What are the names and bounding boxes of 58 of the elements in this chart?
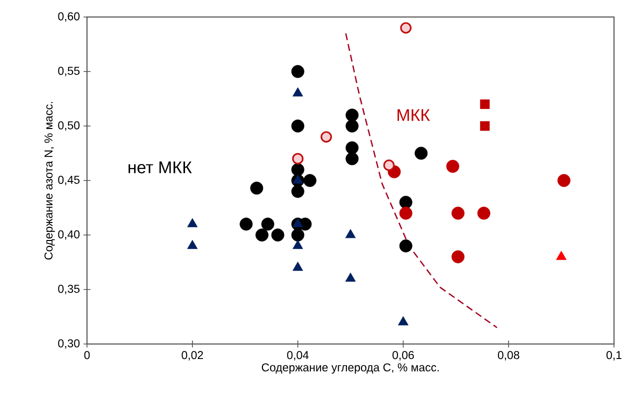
point <box>346 108 359 122</box>
point <box>452 206 464 220</box>
y-tick-label: 0,40 <box>58 230 80 240</box>
x-tick-label: 0,1 <box>606 351 622 360</box>
point <box>452 250 464 264</box>
annotation: МКК <box>398 109 430 121</box>
point <box>383 160 395 171</box>
point <box>292 174 304 184</box>
point <box>557 174 570 187</box>
point <box>446 160 460 173</box>
point <box>303 174 316 187</box>
x-tick-label: 0,06 <box>392 351 414 360</box>
point <box>291 184 304 198</box>
point <box>240 218 253 231</box>
point <box>187 240 198 249</box>
point <box>345 229 356 238</box>
point <box>346 120 359 132</box>
point <box>291 65 304 78</box>
point <box>480 99 490 109</box>
point <box>292 153 304 164</box>
y-axis-title: Содержание азота N, % масс. <box>44 102 55 260</box>
point <box>291 163 304 176</box>
annotation: нет МКК <box>128 162 192 174</box>
y-tick-label: 0,55 <box>58 66 80 76</box>
point <box>255 228 268 242</box>
y-tick-label: 0,60 <box>58 12 80 22</box>
point <box>414 146 428 160</box>
x-axis-title: Содержание углерода С, % масс. <box>262 363 439 374</box>
point <box>250 182 264 195</box>
point <box>556 250 567 260</box>
point <box>345 272 356 282</box>
x-tick-label: 0,08 <box>498 351 520 360</box>
x-tick-label: 0 <box>84 351 90 360</box>
point <box>399 239 412 252</box>
x-tick-label: 0,04 <box>287 351 309 360</box>
point <box>187 218 198 228</box>
x-tick-label: 0,02 <box>182 351 203 360</box>
point <box>346 141 359 154</box>
point <box>480 121 490 131</box>
point <box>291 228 304 242</box>
point <box>271 228 284 242</box>
point <box>292 240 304 249</box>
point <box>346 152 359 166</box>
point <box>320 131 332 143</box>
point <box>292 218 304 228</box>
point <box>477 206 490 220</box>
point <box>400 22 412 34</box>
point <box>398 316 408 326</box>
y-tick-label: 0,30 <box>58 339 80 349</box>
y-tick-label: 0,45 <box>58 176 80 186</box>
point <box>292 262 304 271</box>
line-series <box>345 32 498 328</box>
point <box>399 206 412 220</box>
y-tick-label: 0,50 <box>58 121 80 131</box>
point <box>291 120 304 132</box>
point <box>399 196 412 209</box>
point <box>261 218 274 231</box>
y-tick-label: 0,35 <box>58 284 80 294</box>
